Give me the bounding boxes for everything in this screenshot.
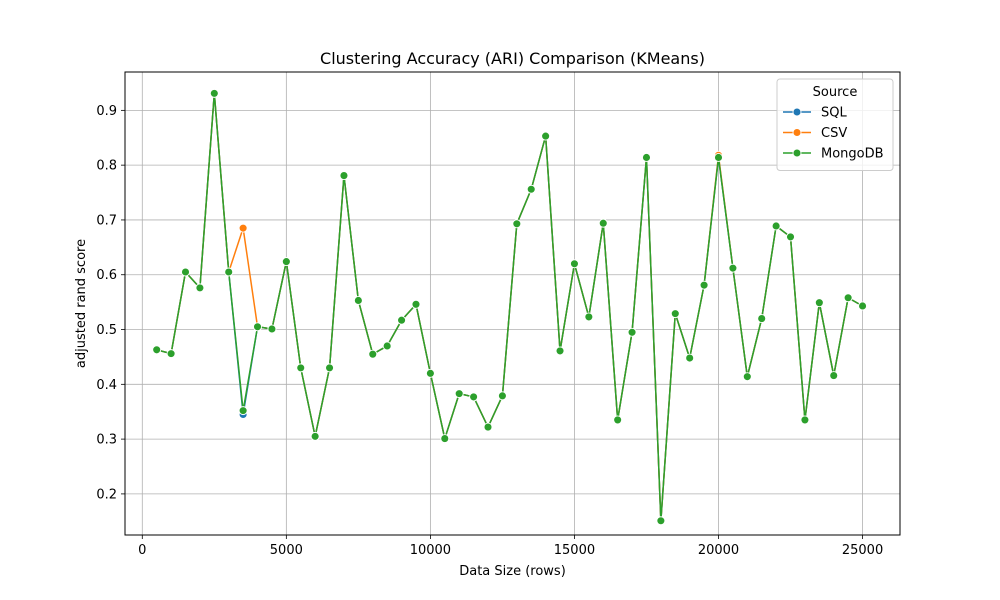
x-tick-label: 5000 — [270, 543, 303, 558]
tick-layer: 0 5000 10000 15000 20000 25000 0.2 0.3 0.4 0.5 0.6… — [96, 104, 883, 558]
data-point-mongodb — [310, 431, 320, 441]
data-point-mongodb — [296, 363, 306, 373]
legend-entry-csv: CSV — [783, 126, 847, 141]
data-point-mongodb — [757, 314, 767, 324]
legend-label-mongodb: MongoDB — [821, 147, 884, 162]
data-point-mongodb — [555, 346, 565, 356]
data-point-mongodb — [584, 312, 594, 322]
y-tick-label: 0.2 — [96, 487, 117, 502]
data-point-mongodb — [613, 415, 623, 425]
legend-title: Source — [813, 85, 858, 100]
data-point-mongodb — [152, 345, 162, 355]
data-point-mongodb — [166, 349, 176, 359]
y-tick-label: 0.3 — [96, 433, 117, 448]
x-tick-label: 15000 — [554, 543, 595, 558]
data-point-mongodb — [699, 280, 709, 290]
data-point-mongodb — [209, 88, 219, 98]
legend-entry-sql: SQL — [783, 106, 847, 121]
legend-marker-sql — [792, 107, 802, 117]
data-point-mongodb — [497, 391, 507, 401]
y-tick-label: 0.6 — [96, 268, 117, 283]
data-point-mongodb — [425, 368, 435, 378]
series-line-mongodb — [156, 92, 863, 522]
legend-marker-csv — [792, 128, 802, 137]
y-tick-label: 0.8 — [96, 159, 117, 174]
data-point-mongodb — [685, 353, 695, 363]
data-point-mongodb — [368, 349, 378, 359]
series-mongodb — [152, 88, 867, 526]
data-point-mongodb — [670, 309, 680, 319]
legend: Source SQL CSV MongoDB — [776, 78, 894, 171]
data-point-csv — [238, 223, 248, 233]
data-point-mongodb — [325, 363, 335, 373]
data-point-mongodb — [814, 298, 824, 308]
data-point-mongodb — [627, 327, 637, 337]
data-point-mongodb — [829, 371, 839, 381]
y-tick-label: 0.5 — [96, 323, 117, 338]
data-point-mongodb — [267, 324, 277, 334]
x-axis-label: Data Size (rows) — [459, 564, 566, 579]
data-point-mongodb — [454, 389, 464, 399]
data-point-mongodb — [339, 171, 349, 181]
data-point-mongodb — [771, 221, 781, 231]
y-tick-label: 0.7 — [96, 213, 117, 228]
data-point-mongodb — [541, 131, 551, 141]
data-point-mongodb — [800, 415, 810, 425]
x-tick-label: 0 — [138, 543, 146, 558]
data-point-mongodb — [382, 341, 392, 351]
legend-entries: SQL CSV MongoDB — [783, 106, 884, 162]
data-point-mongodb — [469, 392, 479, 402]
data-point-mongodb — [598, 218, 608, 228]
data-point-mongodb — [411, 299, 421, 309]
data-point-mongodb — [253, 322, 262, 332]
data-point-mongodb — [642, 153, 651, 162]
series-layer — [152, 88, 867, 526]
legend-marker-mongodb — [792, 148, 802, 158]
y-tick-label: 0.4 — [96, 378, 117, 393]
data-point-mongodb — [786, 232, 795, 242]
data-point-mongodb — [526, 184, 536, 194]
data-point-mongodb — [858, 301, 867, 311]
chart-title: Clustering Accuracy (ARI) Comparison (KM… — [320, 49, 705, 68]
legend-label-sql: SQL — [821, 106, 847, 121]
data-point-mongodb — [238, 406, 248, 416]
y-axis-label: adjusted rand score — [74, 239, 89, 368]
legend-box — [776, 78, 894, 171]
x-tick-label: 20000 — [698, 543, 739, 558]
data-point-mongodb — [656, 516, 666, 526]
data-point-mongodb — [843, 293, 853, 303]
data-point-mongodb — [195, 283, 205, 293]
legend-label-csv: CSV — [821, 126, 847, 141]
data-point-mongodb — [224, 267, 234, 277]
data-point-mongodb — [569, 259, 579, 269]
data-point-mongodb — [281, 257, 291, 267]
data-point-mongodb — [714, 153, 723, 162]
x-tick-label: 10000 — [410, 543, 451, 558]
x-tick-label: 25000 — [842, 543, 883, 558]
data-point-mongodb — [397, 315, 407, 325]
data-point-mongodb — [353, 296, 363, 305]
data-point-mongodb — [512, 219, 522, 229]
y-tick-label: 0.9 — [96, 104, 117, 119]
data-point-mongodb — [742, 372, 752, 382]
data-point-mongodb — [728, 263, 738, 273]
data-point-mongodb — [440, 434, 450, 444]
plot-frame — [124, 71, 901, 536]
legend-entry-mongodb: MongoDB — [783, 147, 884, 162]
data-point-mongodb — [483, 422, 493, 432]
data-point-mongodb — [181, 267, 190, 277]
